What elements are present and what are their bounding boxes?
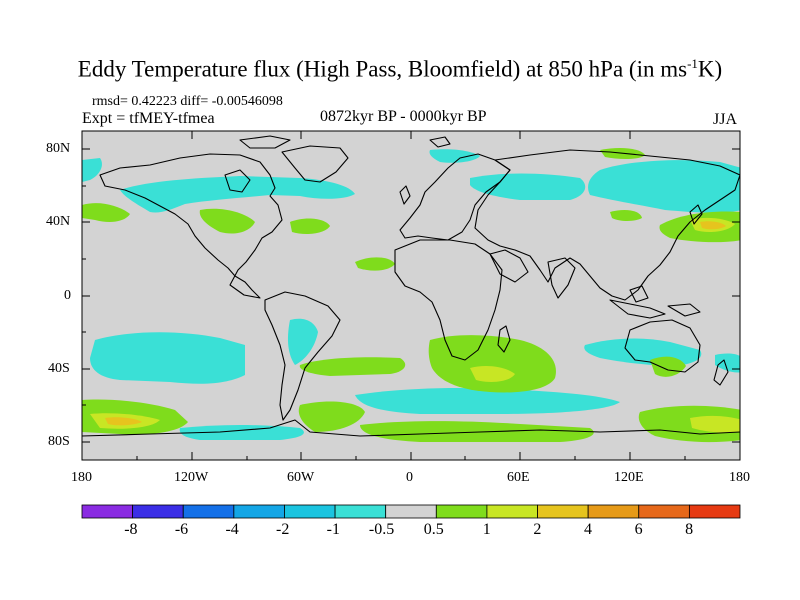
colorbar-label: -6 <box>174 521 189 538</box>
colorbar-swatch <box>233 504 285 519</box>
lat-label-80n: 80N <box>46 141 71 156</box>
lon-label-60w: 60W <box>287 470 315 485</box>
coast-antarctica <box>82 419 740 437</box>
coast-north-america <box>99 153 283 299</box>
colorbar-label: -2 <box>276 521 290 538</box>
lat-label-40s: 40S <box>48 361 70 376</box>
shade-s-america <box>287 318 318 365</box>
colorbar-label: -1 <box>326 521 340 538</box>
shade-central-asia <box>470 173 586 200</box>
colorbar-label: -8 <box>124 521 138 538</box>
shade-aus-green <box>650 356 686 377</box>
shade-se-pacific-yellow-core <box>105 417 142 426</box>
coast-svalbard <box>429 136 451 148</box>
shade-na-green <box>199 208 255 234</box>
colorbar-label: 6 <box>634 521 643 538</box>
stats-label: rmsd= 0.42223 diff= -0.00546098 <box>92 94 283 109</box>
shade-atlantic-green <box>290 218 330 234</box>
shade-med-green <box>355 257 395 271</box>
coast-arctic-islands <box>239 135 291 149</box>
coast-indonesia <box>609 299 666 319</box>
lon-label-0: 0 <box>406 470 413 485</box>
shade-greenland <box>82 158 102 182</box>
colorbar-swatch <box>537 504 589 519</box>
colorbar-swatch <box>587 504 640 519</box>
lon-label-120e: 120E <box>614 470 644 485</box>
shade-pacific-sh-yellow <box>690 415 740 433</box>
shade-s-africa-yellow <box>470 366 515 382</box>
colorbar-label: 1 <box>482 521 491 538</box>
coast-australia <box>624 319 701 373</box>
coastlines <box>82 135 740 437</box>
colorbar-label: 8 <box>685 521 694 538</box>
axis-ticks <box>81 131 741 460</box>
coast-greenland <box>281 145 349 183</box>
shade-n-pacific <box>588 160 740 213</box>
colorbar-swatch <box>385 504 437 519</box>
experiment-label: Expt = tfMEY-tfmea <box>82 110 215 127</box>
lon-label-180e: 180 <box>729 470 750 485</box>
lat-label-40n: 40N <box>46 214 71 229</box>
anomaly-shading <box>82 147 740 443</box>
chart-title: Eddy Temperature flux (High Pass, Bloomf… <box>77 56 723 82</box>
coast-japan <box>689 204 703 225</box>
shade-tasman <box>715 353 740 373</box>
coast-asia <box>474 149 740 301</box>
coast-hudson <box>224 169 251 193</box>
shade-antarctic-green <box>298 401 365 432</box>
coast-india <box>547 257 576 299</box>
shade-scandinavia <box>429 149 480 163</box>
shade-antarctic <box>179 425 304 440</box>
lon-label-180w: 180 <box>71 470 92 485</box>
colorbar-swatch <box>688 504 741 519</box>
colorbar-label: -4 <box>225 521 239 538</box>
colorbar-swatch <box>284 504 336 519</box>
shade-southern-ocean <box>355 387 620 414</box>
colorbar-swatch <box>638 504 690 519</box>
colorbar-label: 0.5 <box>423 521 444 538</box>
coast-africa <box>394 239 503 361</box>
colorbar-swatch <box>435 504 488 519</box>
shade-s-africa-green <box>428 335 556 393</box>
colorbar-swatch <box>334 504 387 519</box>
lat-label-0: 0 <box>64 288 71 303</box>
shade-s-atlantic-green <box>299 357 406 376</box>
shade-e-asia-yellow-core <box>700 221 726 230</box>
colorbar <box>81 504 741 519</box>
coast-arabia <box>489 249 529 283</box>
shade-japan-green <box>610 210 642 221</box>
coast-borneo <box>629 285 649 303</box>
colorbar-swatch <box>486 504 538 519</box>
coast-new-zealand <box>713 359 729 386</box>
period-label: 0872kyr BP - 0000kyr BP <box>320 108 487 125</box>
coast-south-america <box>264 291 341 421</box>
lon-label-60e: 60E <box>507 470 530 485</box>
colorbar-label: -0.5 <box>368 521 395 538</box>
shade-n-atlantic <box>120 176 355 213</box>
colorbar-swatch <box>182 504 235 519</box>
coast-madagascar <box>497 325 511 353</box>
lon-label-120w: 120W <box>174 470 209 485</box>
shade-sh-pacific <box>90 332 245 384</box>
coast-uk <box>399 185 411 205</box>
lat-label-80s: 80S <box>48 434 70 449</box>
season-label: JJA <box>713 111 738 128</box>
shade-ne-pacific-green <box>82 203 130 222</box>
colorbar-swatch <box>132 504 184 519</box>
coast-new-guinea <box>667 303 701 317</box>
colorbar-label: 4 <box>583 521 592 538</box>
colorbar-swatch <box>81 504 134 519</box>
colorbar-label: 2 <box>533 521 542 538</box>
